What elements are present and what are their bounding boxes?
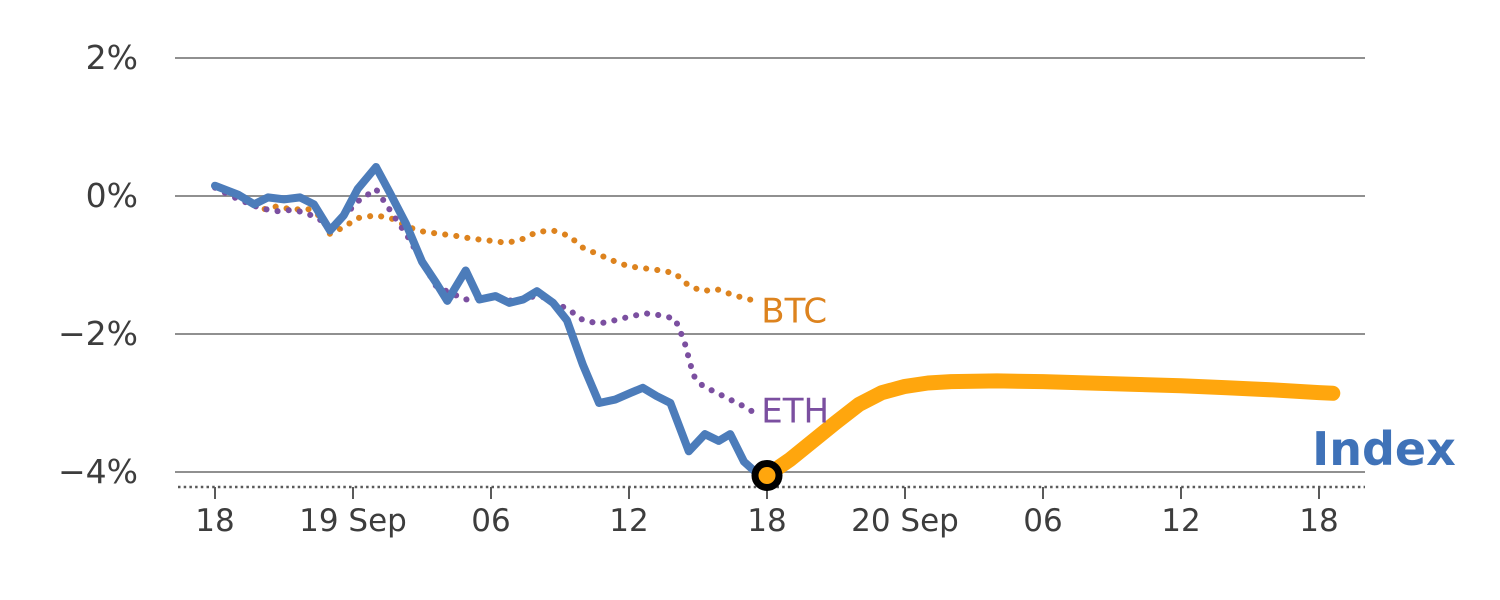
- y-tick-label: 2%: [86, 38, 138, 77]
- x-tick-label: 12: [609, 503, 648, 539]
- y-tick-label: −2%: [58, 314, 138, 353]
- y-tick-label: 0%: [86, 176, 138, 215]
- series-line-eth: [212, 184, 759, 417]
- series-line-btc: [212, 182, 759, 304]
- x-tick-label: 19 Sep: [299, 503, 407, 539]
- x-tick-label: 12: [1161, 503, 1200, 539]
- x-tick-label: 18: [195, 503, 234, 539]
- y-tick-label: −4%: [58, 452, 138, 491]
- series-label-index: Index: [1312, 422, 1456, 476]
- x-tick-label: 18: [1299, 503, 1338, 539]
- index-endpoint-marker: [751, 459, 783, 491]
- x-tick-label: 06: [1023, 503, 1062, 539]
- x-tick-label: 06: [471, 503, 510, 539]
- series-label-eth: ETH: [761, 391, 829, 431]
- series-label-btc: BTC: [761, 291, 827, 331]
- series-line-index-projection: [759, 373, 1341, 483]
- series-line-index: [211, 163, 771, 480]
- x-tick-label: 18: [747, 503, 786, 539]
- x-tick-label: 20 Sep: [851, 503, 959, 539]
